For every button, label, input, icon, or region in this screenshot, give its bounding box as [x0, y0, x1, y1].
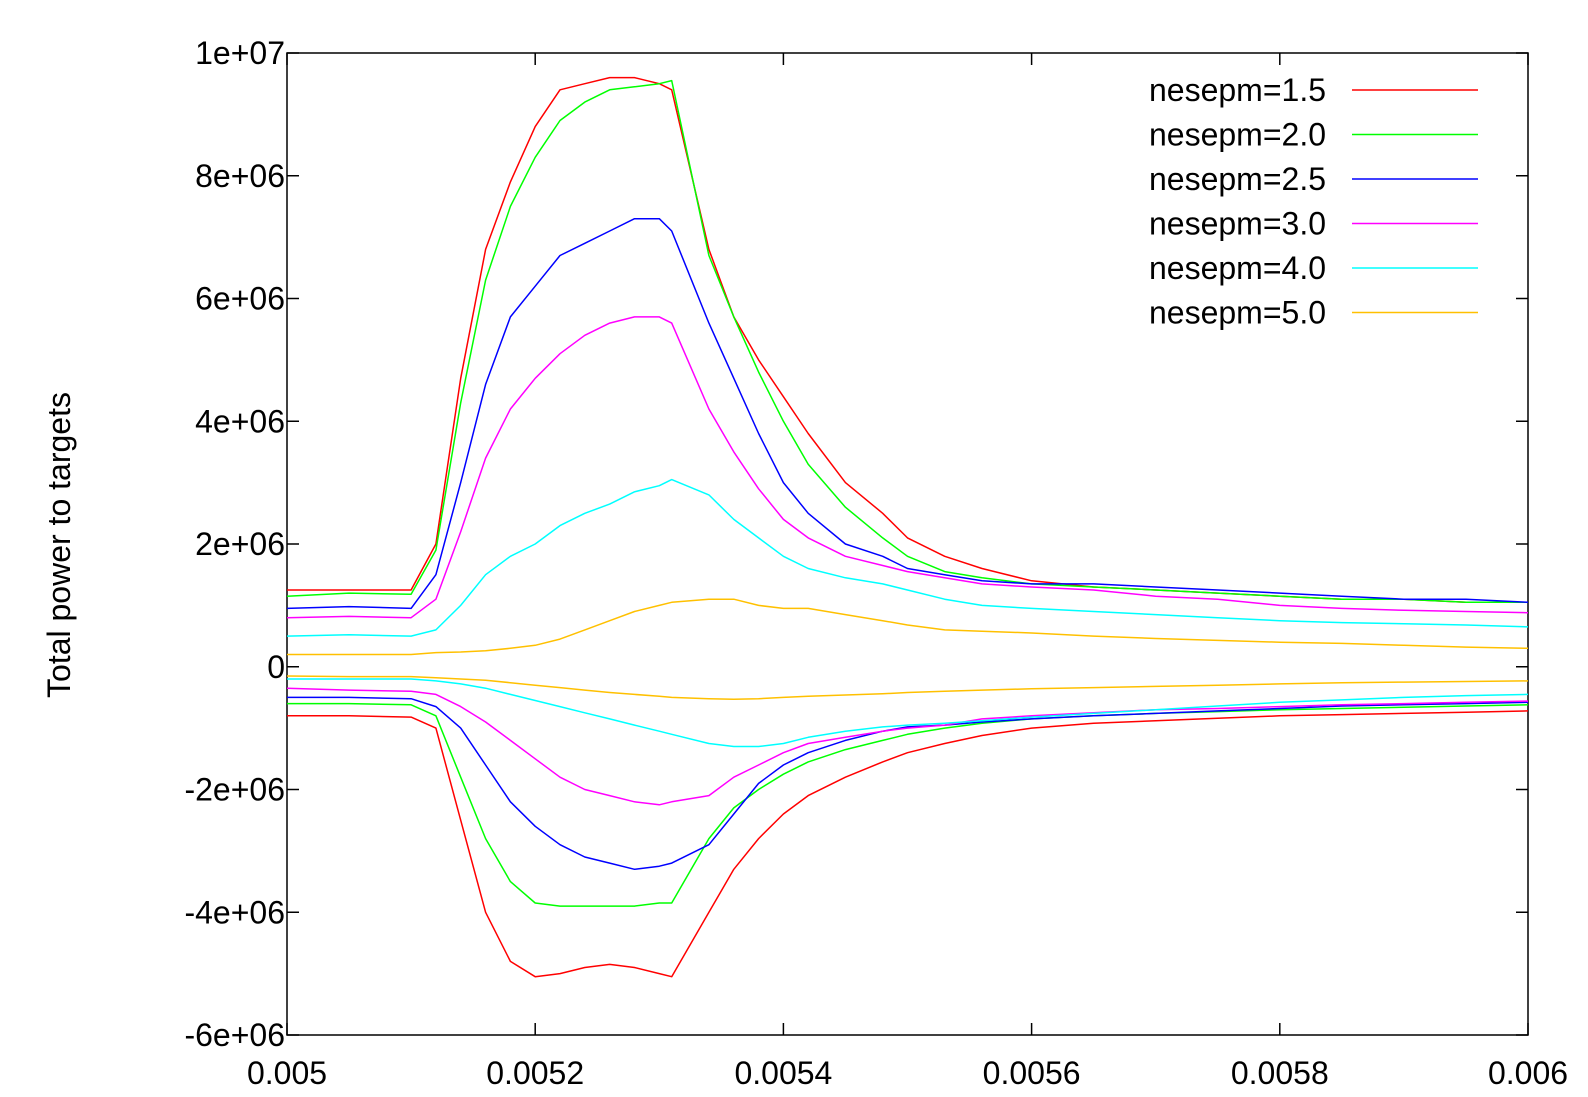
series-nesepm-5-0-upper-line: [287, 598, 1529, 656]
x-tick-label: 0.0054: [734, 1055, 832, 1091]
plot-frame: [286, 52, 1529, 1036]
legend-label: nesepm=5.0: [1149, 295, 1326, 331]
legend-label: nesepm=3.0: [1149, 206, 1326, 242]
y-axis-title: Total power to targets: [41, 392, 77, 698]
y-tick-label: -4e+06: [184, 894, 285, 930]
series-nesepm-5-0-lower-line: [286, 675, 1529, 701]
y-tick-label: -2e+06: [184, 772, 285, 808]
series-nesepm-3-0-upper-line: [286, 316, 1529, 619]
series-nesepm-1-5-lower-line: [287, 710, 1529, 978]
series-nesepm-4-0-lower-line: [287, 678, 1529, 748]
y-tick-label: 2e+06: [195, 526, 285, 562]
series-layer: [286, 76, 1529, 978]
legend-label: nesepm=2.5: [1149, 161, 1326, 197]
y-tick-label: 4e+06: [195, 403, 285, 439]
plot-border: [286, 52, 1529, 1036]
legend-label: nesepm=1.5: [1149, 72, 1326, 108]
y-tick-label: 6e+06: [195, 281, 285, 317]
series-nesepm-2-0-lower-line: [287, 702, 1529, 907]
legend-label: nesepm=4.0: [1149, 250, 1326, 286]
x-tick-label: 0.006: [1488, 1055, 1568, 1091]
series-nesepm-2-5-lower-line: [287, 696, 1529, 871]
x-tick-label: 0.0058: [1231, 1055, 1329, 1091]
series-nesepm-2-5-upper-line: [286, 217, 1529, 610]
y-tick-label: 0: [267, 649, 285, 685]
axis-ticks: 0.005 0.0052 0.0054 0.0056 0.0058 0.006 -6e+06…: [184, 35, 1568, 1091]
x-tick-label: 0.0052: [486, 1055, 584, 1091]
y-tick-label: 8e+06: [195, 158, 285, 194]
y-tick-label: -6e+06: [184, 1017, 285, 1053]
x-tick-label: 0.005: [247, 1055, 327, 1091]
legend: nesepm=1.5 nesepm=2.0 nesepm=2.5 nesepm=3.0…: [1149, 72, 1478, 331]
legend-label: nesepm=2.0: [1149, 117, 1326, 153]
series-nesepm-4-0-upper-line: [286, 478, 1529, 637]
y-tick-label: 1e+07: [195, 35, 285, 71]
series-nesepm-2-0-upper-line: [286, 79, 1528, 604]
x-tick-label: 0.0056: [983, 1055, 1081, 1091]
series-nesepm-3-0-lower-line: [286, 687, 1529, 806]
